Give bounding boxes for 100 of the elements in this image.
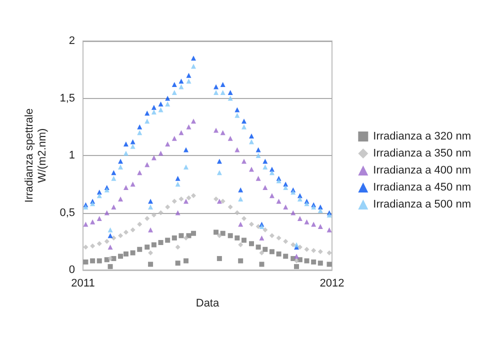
point [148, 227, 154, 232]
point [175, 260, 180, 266]
point [304, 201, 310, 206]
point [137, 246, 142, 252]
point [238, 242, 244, 248]
point [83, 259, 88, 264]
point [90, 258, 96, 264]
point [144, 244, 150, 250]
point [214, 230, 219, 235]
point [158, 150, 164, 156]
point [191, 193, 196, 198]
point [318, 249, 323, 254]
point [311, 222, 316, 227]
point [228, 96, 233, 101]
point [276, 235, 282, 240]
point [326, 262, 332, 267]
point [184, 147, 189, 152]
point [178, 84, 184, 90]
point [165, 238, 170, 243]
point [214, 90, 219, 96]
point [175, 210, 180, 216]
point [276, 251, 282, 256]
point [318, 260, 323, 266]
point [123, 150, 128, 156]
point [108, 256, 113, 262]
point [283, 254, 288, 259]
point [326, 250, 332, 256]
point [238, 187, 244, 192]
point [311, 248, 316, 254]
point [228, 90, 233, 96]
point [220, 90, 226, 96]
point [123, 230, 128, 235]
point [269, 249, 274, 254]
point [249, 134, 254, 139]
point [259, 262, 264, 267]
point [238, 222, 244, 227]
point [144, 118, 150, 124]
point [311, 259, 316, 264]
point [118, 233, 124, 238]
point [123, 251, 128, 256]
point [96, 258, 102, 264]
point [238, 258, 244, 264]
point [108, 264, 113, 270]
point [220, 230, 226, 236]
point [165, 101, 170, 106]
point [144, 110, 150, 116]
point [241, 118, 246, 124]
point [165, 204, 170, 210]
point [216, 158, 222, 164]
point [111, 204, 116, 210]
y-axis-title: Irradianza spettrale W/(m2.nm) [23, 108, 48, 203]
y-tick-label: 2 [68, 35, 75, 47]
point [96, 241, 102, 246]
point [256, 153, 261, 158]
point [130, 227, 136, 232]
point [148, 250, 154, 256]
y-tick-label: 1,5 [60, 92, 75, 104]
point [111, 176, 116, 181]
point [318, 204, 323, 210]
point [276, 178, 282, 184]
point [304, 246, 310, 252]
point [269, 193, 274, 198]
point [249, 139, 254, 144]
point [216, 233, 222, 238]
point [283, 185, 288, 190]
point [178, 78, 184, 84]
point [148, 262, 154, 267]
point [137, 222, 142, 227]
point [130, 139, 136, 144]
point [175, 182, 180, 187]
point [130, 144, 136, 149]
y-tick-label: 1 [68, 150, 75, 162]
point [262, 246, 268, 252]
point [228, 204, 233, 210]
point [220, 82, 226, 88]
point [318, 208, 323, 213]
point [191, 230, 196, 236]
point [238, 196, 244, 202]
point [108, 233, 113, 238]
point [256, 176, 261, 181]
legend-label: Irradianza a 500 nm [373, 198, 472, 210]
point [83, 204, 88, 210]
point [216, 170, 222, 176]
point [186, 72, 192, 78]
point [158, 210, 164, 216]
point [283, 204, 288, 210]
point [83, 222, 88, 227]
point [172, 136, 177, 141]
point [178, 196, 184, 202]
point [283, 238, 288, 244]
point [118, 158, 124, 164]
point [228, 136, 233, 141]
legend-label: Irradianza a 320 nm [373, 130, 472, 142]
point [123, 185, 128, 190]
y-tick-label: 0,5 [60, 206, 75, 219]
point [178, 233, 184, 238]
point [234, 107, 240, 112]
point [104, 238, 110, 244]
point [294, 254, 300, 259]
point [234, 235, 240, 240]
